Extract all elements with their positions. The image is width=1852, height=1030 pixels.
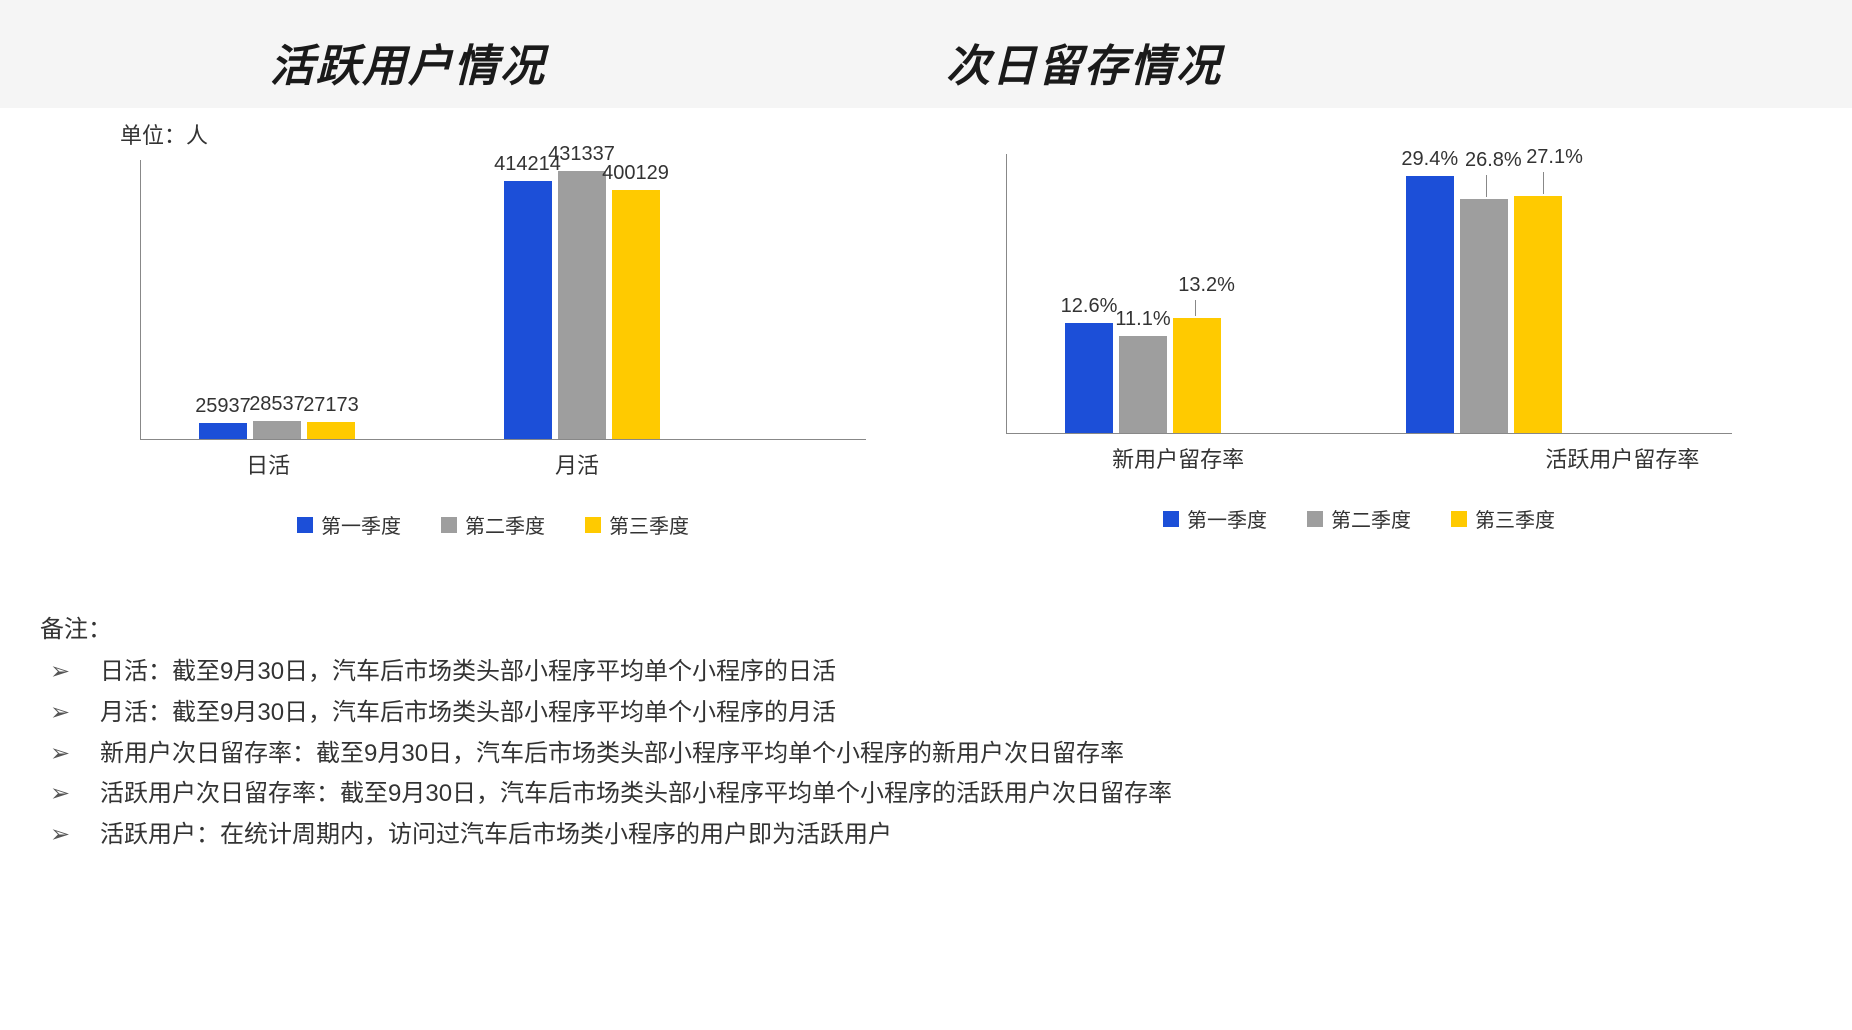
bar: 12.6%	[1065, 323, 1113, 433]
note-item: 日活：截至9月30日，汽车后市场类头部小程序平均单个小程序的日活	[40, 652, 1812, 693]
right-chart: 12.6%11.1%13.2%29.4%26.8%27.1% 新用户留存率活跃用…	[966, 118, 1752, 539]
leader-line	[1543, 172, 1544, 194]
right-chart-title: 次日留存情况	[946, 30, 1222, 94]
right-x-labels: 新用户留存率 活跃用户留存率	[1006, 442, 1732, 474]
bar-group: 414214431337400129	[504, 171, 660, 439]
bar-value-label: 29.4%	[1401, 148, 1458, 171]
right-chart-area: 12.6%11.1%13.2%29.4%26.8%27.1%	[1006, 154, 1732, 434]
note-item: 活跃用户：在统计周期内，访问过汽车后市场类小程序的用户即为活跃用户	[40, 815, 1812, 856]
bar: 29.4%	[1406, 176, 1454, 433]
bar-value-label: 27173	[303, 394, 359, 417]
left-chart-title: 活跃用户情况	[270, 30, 546, 94]
legend-swatch	[441, 517, 457, 533]
spacer	[986, 118, 1752, 144]
bar: 27.1%	[1514, 196, 1562, 433]
left-chart-area: 259372853727173414214431337400129	[140, 160, 866, 440]
bar: 414214	[504, 181, 552, 439]
bar: 431337	[558, 171, 606, 439]
bar-value-label: 11.1%	[1115, 308, 1170, 331]
x-axis-label: 活跃用户留存率	[1545, 442, 1699, 474]
bar: 11.1%	[1119, 336, 1167, 433]
bar: 26.8%	[1460, 199, 1508, 434]
bar-value-label: 13.2%	[1178, 274, 1235, 297]
note-item: 月活：截至9月30日，汽车后市场类头部小程序平均单个小程序的月活	[40, 693, 1812, 734]
legend-label: 第一季度	[321, 510, 401, 539]
legend-item: 第二季度	[1307, 504, 1411, 533]
left-x-labels: 日活 月活	[140, 448, 866, 480]
legend-swatch	[585, 517, 601, 533]
bar-value-label: 12.6%	[1061, 295, 1118, 318]
charts-row: 单位：人 259372853727173414214431337400129 日…	[0, 108, 1852, 539]
right-title-block: 次日留存情况	[946, 30, 1222, 98]
left-legend: 第一季度 第二季度 第三季度	[100, 510, 886, 539]
legend-item: 第一季度	[297, 510, 401, 539]
legend-swatch	[1163, 511, 1179, 527]
legend-label: 第三季度	[1475, 504, 1555, 533]
bar-group: 12.6%11.1%13.2%	[1065, 318, 1221, 434]
right-legend: 第一季度 第二季度 第三季度	[966, 504, 1752, 533]
legend-swatch	[1307, 511, 1323, 527]
left-title-block: 活跃用户情况	[270, 30, 546, 98]
bar-group: 25937 28537 27173	[199, 421, 355, 439]
leader-line	[1486, 175, 1487, 197]
notes-list: 日活：截至9月30日，汽车后市场类头部小程序平均单个小程序的日活月活：截至9月3…	[40, 652, 1812, 856]
bar: 25937	[199, 423, 247, 439]
note-item: 活跃用户次日留存率：截至9月30日，汽车后市场类头部小程序平均单个小程序的活跃用…	[40, 774, 1812, 815]
notes-title: 备注：	[40, 609, 1812, 644]
legend-item: 第二季度	[441, 510, 545, 539]
bar: 400129	[612, 190, 660, 439]
bar: 28537	[253, 421, 301, 439]
legend-label: 第一季度	[1187, 504, 1267, 533]
bar-value-label: 28537	[249, 393, 305, 416]
x-axis-label: 新用户留存率	[1112, 442, 1244, 474]
legend-item: 第一季度	[1163, 504, 1267, 533]
bar-value-label: 400129	[602, 162, 669, 185]
legend-item: 第三季度	[1451, 504, 1555, 533]
leader-line	[1195, 300, 1196, 316]
legend-swatch	[297, 517, 313, 533]
legend-swatch	[1451, 511, 1467, 527]
notes-section: 备注： 日活：截至9月30日，汽车后市场类头部小程序平均单个小程序的日活月活：截…	[0, 539, 1852, 876]
legend-label: 第二季度	[1331, 504, 1411, 533]
bar-value-label: 27.1%	[1526, 146, 1583, 169]
legend-label: 第二季度	[465, 510, 545, 539]
note-item: 新用户次日留存率：截至9月30日，汽车后市场类头部小程序平均单个小程序的新用户次…	[40, 734, 1812, 775]
legend-item: 第三季度	[585, 510, 689, 539]
left-chart: 单位：人 259372853727173414214431337400129 日…	[100, 118, 886, 539]
bar-value-label: 25937	[195, 395, 251, 418]
x-axis-label: 月活	[555, 448, 599, 480]
title-band: 活跃用户情况 次日留存情况	[0, 0, 1852, 108]
bar-value-label: 26.8%	[1465, 149, 1522, 172]
bar-group: 29.4%26.8%27.1%	[1406, 176, 1562, 433]
legend-label: 第三季度	[609, 510, 689, 539]
bar: 13.2%	[1173, 318, 1221, 434]
unit-label: 单位：人	[120, 118, 886, 150]
bar: 27173	[307, 422, 355, 439]
x-axis-label: 日活	[246, 448, 290, 480]
